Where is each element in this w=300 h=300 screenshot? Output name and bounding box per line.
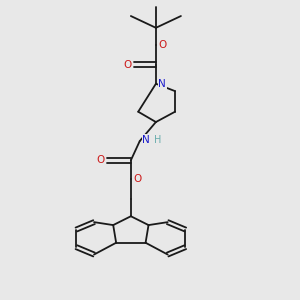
Text: N: N — [142, 135, 150, 145]
Text: H: H — [154, 135, 162, 145]
Text: O: O — [97, 155, 105, 165]
Text: N: N — [158, 79, 166, 89]
Text: O: O — [133, 174, 142, 184]
Text: O: O — [123, 60, 131, 70]
Text: O: O — [158, 40, 166, 50]
